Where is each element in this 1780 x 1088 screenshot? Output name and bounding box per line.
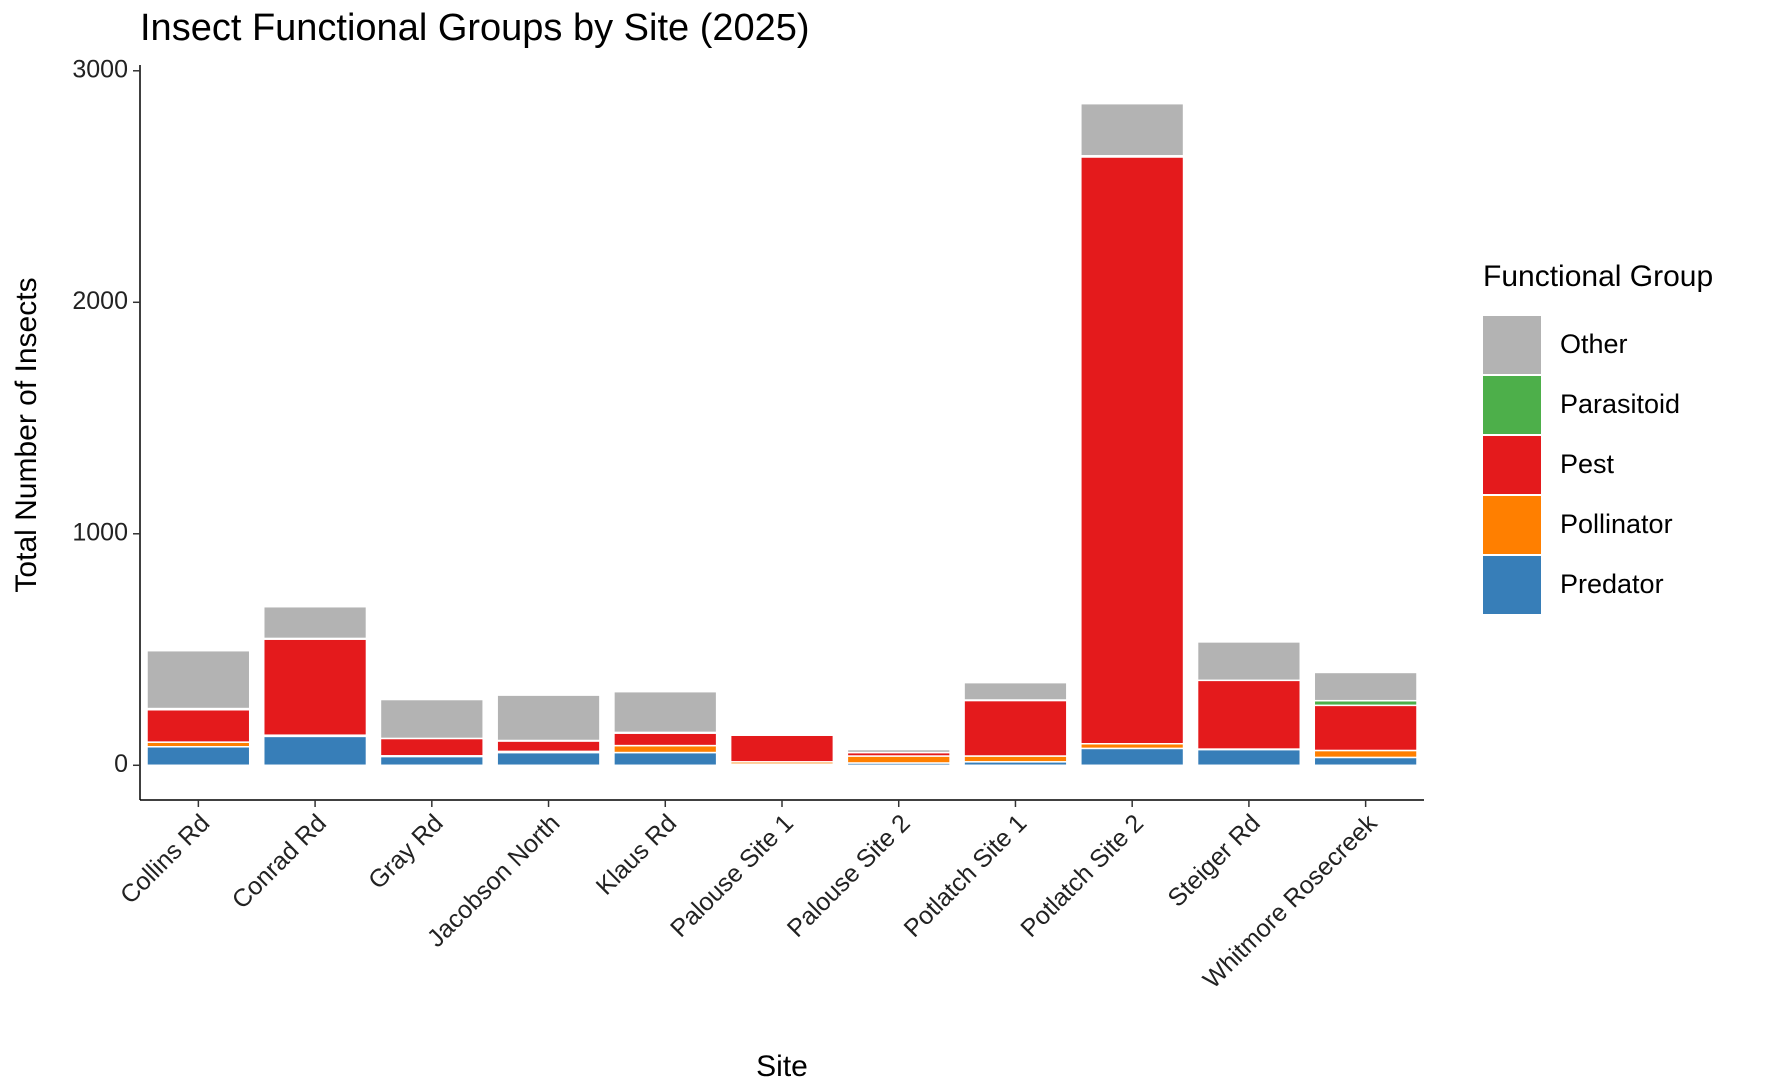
- bar-segment: [1080, 156, 1185, 745]
- bar-segment: [496, 751, 601, 767]
- legend-label: Predator: [1560, 569, 1664, 599]
- bar-segment: [613, 732, 718, 747]
- legend-label: Parasitoid: [1560, 389, 1680, 419]
- bar-segment: [146, 746, 251, 767]
- legend-swatch: [1483, 376, 1541, 434]
- y-tick-label: 1000: [72, 518, 128, 546]
- bar-segment: [963, 681, 1068, 701]
- bar-segment: [613, 690, 718, 734]
- bar-segment: [1196, 679, 1302, 750]
- bar-segment: [613, 744, 718, 754]
- bar-segment: [1080, 102, 1185, 157]
- bar-segment: [379, 755, 484, 767]
- bar-segment: [963, 699, 1068, 757]
- x-tick-label: Klaus Rd: [591, 809, 683, 901]
- bar-segment: [1313, 671, 1418, 702]
- bar-segment: [1313, 756, 1418, 767]
- x-tick-label: Gray Rd: [363, 809, 449, 895]
- bar-segment: [1313, 704, 1418, 752]
- legend-swatch: [1483, 496, 1541, 554]
- bar-segment: [496, 694, 601, 742]
- x-tick-label: Palouse Site 1: [665, 809, 799, 943]
- y-tick-label: 0: [114, 750, 128, 778]
- bar-segment: [1313, 749, 1418, 759]
- x-axis-title: Site: [756, 1050, 808, 1083]
- legend-label: Pest: [1560, 449, 1615, 479]
- chart-title: Insect Functional Groups by Site (2025): [140, 7, 810, 49]
- bar-segment: [963, 755, 1068, 763]
- y-tick-label: 2000: [72, 287, 128, 315]
- legend-swatch: [1483, 556, 1541, 614]
- legend-swatch: [1483, 316, 1541, 374]
- bar-segment: [379, 737, 484, 757]
- bar-segment: [262, 735, 368, 767]
- bar-segment: [846, 748, 951, 754]
- bar-segment: [1080, 747, 1185, 767]
- bar-segment: [846, 755, 951, 764]
- bar-segment: [262, 605, 368, 640]
- bar-segment: [146, 649, 251, 710]
- legend-title: Functional Group: [1483, 260, 1713, 293]
- bar-segment: [496, 740, 601, 753]
- bar-segment: [1196, 748, 1302, 767]
- legend-label: Other: [1560, 329, 1628, 359]
- y-axis-title: Total Number of Insects: [10, 277, 43, 592]
- bar-segment: [729, 734, 835, 763]
- x-tick-label: Palouse Site 2: [782, 809, 916, 943]
- x-tick-label: Potlatch Site 1: [899, 809, 1033, 943]
- bar-segment: [613, 751, 718, 767]
- x-tick-label: Collins Rd: [115, 809, 215, 909]
- y-tick-label: 3000: [72, 55, 128, 83]
- bar-segment: [262, 638, 368, 736]
- x-tick-label: Conrad Rd: [227, 809, 332, 914]
- bar-segment: [146, 708, 251, 743]
- bar-segment: [1196, 641, 1302, 682]
- legend-swatch: [1483, 436, 1541, 494]
- x-tick-label: Steiger Rd: [1162, 809, 1265, 912]
- x-tick-label: Potlatch Site 2: [1015, 809, 1149, 943]
- legend-label: Pollinator: [1560, 509, 1673, 539]
- bar-segment: [379, 698, 484, 740]
